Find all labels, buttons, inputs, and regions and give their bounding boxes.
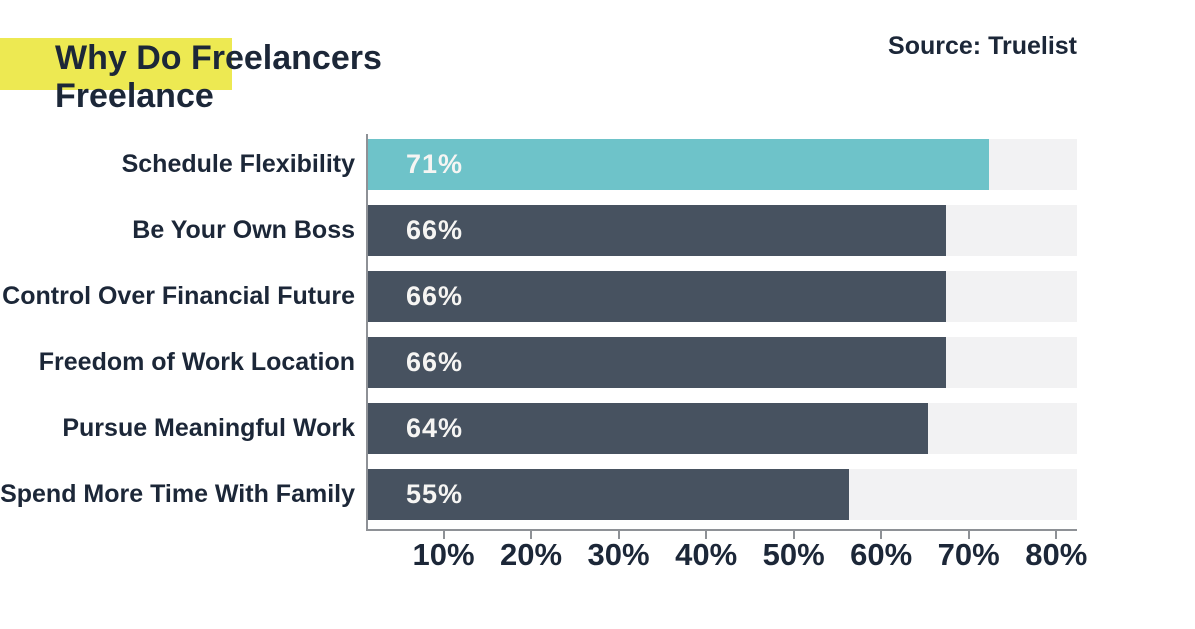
category-label: Pursue Meaningful Work: [62, 414, 355, 442]
page-title: Why Do Freelancers Freelance: [55, 38, 382, 115]
bar-track: 66%: [368, 271, 1077, 322]
x-tick-label: 10%: [412, 537, 475, 572]
bar-track: 71%: [368, 139, 1077, 190]
bar-value-label: 66%: [406, 347, 464, 377]
bar-value-label: 55%: [406, 479, 464, 509]
x-axis-line: [366, 529, 1077, 531]
bar-fill: 66%: [368, 271, 946, 322]
bar-chart: Schedule Flexibility 71% Be Your Own Boss 6…: [0, 139, 1077, 535]
x-tick-mark: [792, 531, 795, 539]
bar-value-label: 64%: [406, 413, 464, 443]
x-tick-mark: [880, 531, 883, 539]
x-tick-label: 20%: [500, 537, 563, 572]
x-tick-mark: [442, 531, 445, 539]
x-tick-label: 60%: [850, 537, 913, 572]
x-tick-mark: [530, 531, 533, 539]
bar-value-label: 71%: [406, 149, 464, 179]
bar-fill: 66%: [368, 205, 946, 256]
bar-row: Freedom of Work Location 66%: [0, 337, 1077, 388]
bar-row: Control Over Financial Future 66%: [0, 271, 1077, 322]
x-tick-mark: [705, 531, 708, 539]
bar-row: Schedule Flexibility 71%: [0, 139, 1077, 190]
category-label: Freedom of Work Location: [38, 348, 355, 376]
bar-track: 55%: [368, 469, 1077, 520]
x-axis-ticks: 10% 20% 30% 40% 50% 60% 70% 80%: [368, 531, 1087, 591]
category-label: Control Over Financial Future: [2, 282, 355, 310]
bar-fill: 66%: [368, 337, 946, 388]
x-tick-mark: [1055, 531, 1058, 539]
x-tick-label: 80%: [1025, 537, 1088, 572]
x-tick-label: 40%: [675, 537, 738, 572]
bar-row: Pursue Meaningful Work 64%: [0, 403, 1077, 454]
category-label: Schedule Flexibility: [121, 150, 355, 178]
y-axis-line: [366, 134, 368, 531]
bar-fill: 64%: [368, 403, 929, 454]
bar-fill: 55%: [368, 469, 850, 520]
bar-track: 66%: [368, 337, 1077, 388]
x-tick-label: 50%: [762, 537, 825, 572]
x-tick-mark: [967, 531, 970, 539]
bar-row: Be Your Own Boss 66%: [0, 205, 1077, 256]
x-tick-label: 30%: [587, 537, 650, 572]
bar-track: 66%: [368, 205, 1077, 256]
bar-fill: 71%: [368, 139, 990, 190]
bar-row: Spend More Time With Family 55%: [0, 469, 1077, 520]
source-attribution: Source: Truelist: [888, 32, 1077, 60]
title-yellow-highlight: [0, 38, 232, 90]
x-tick-mark: [617, 531, 620, 539]
x-tick-label: 70%: [937, 537, 1000, 572]
bar-track: 64%: [368, 403, 1077, 454]
bar-value-label: 66%: [406, 281, 464, 311]
category-label: Spend More Time With Family: [0, 480, 355, 508]
category-label: Be Your Own Boss: [132, 216, 355, 244]
bar-value-label: 66%: [406, 215, 464, 245]
